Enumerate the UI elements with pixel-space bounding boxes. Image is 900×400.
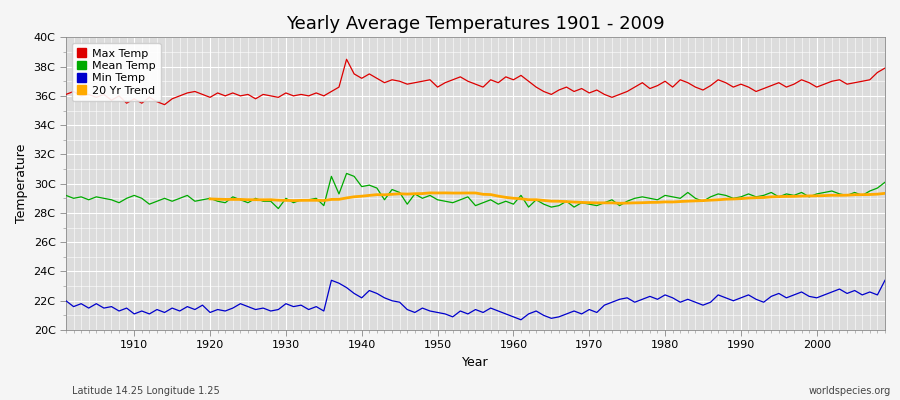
Text: Latitude 14.25 Longitude 1.25: Latitude 14.25 Longitude 1.25 xyxy=(72,386,220,396)
X-axis label: Year: Year xyxy=(463,356,489,369)
Y-axis label: Temperature: Temperature xyxy=(15,144,28,223)
Title: Yearly Average Temperatures 1901 - 2009: Yearly Average Temperatures 1901 - 2009 xyxy=(286,15,665,33)
Legend: Max Temp, Mean Temp, Min Temp, 20 Yr Trend: Max Temp, Mean Temp, Min Temp, 20 Yr Tre… xyxy=(71,43,161,101)
Text: worldspecies.org: worldspecies.org xyxy=(809,386,891,396)
